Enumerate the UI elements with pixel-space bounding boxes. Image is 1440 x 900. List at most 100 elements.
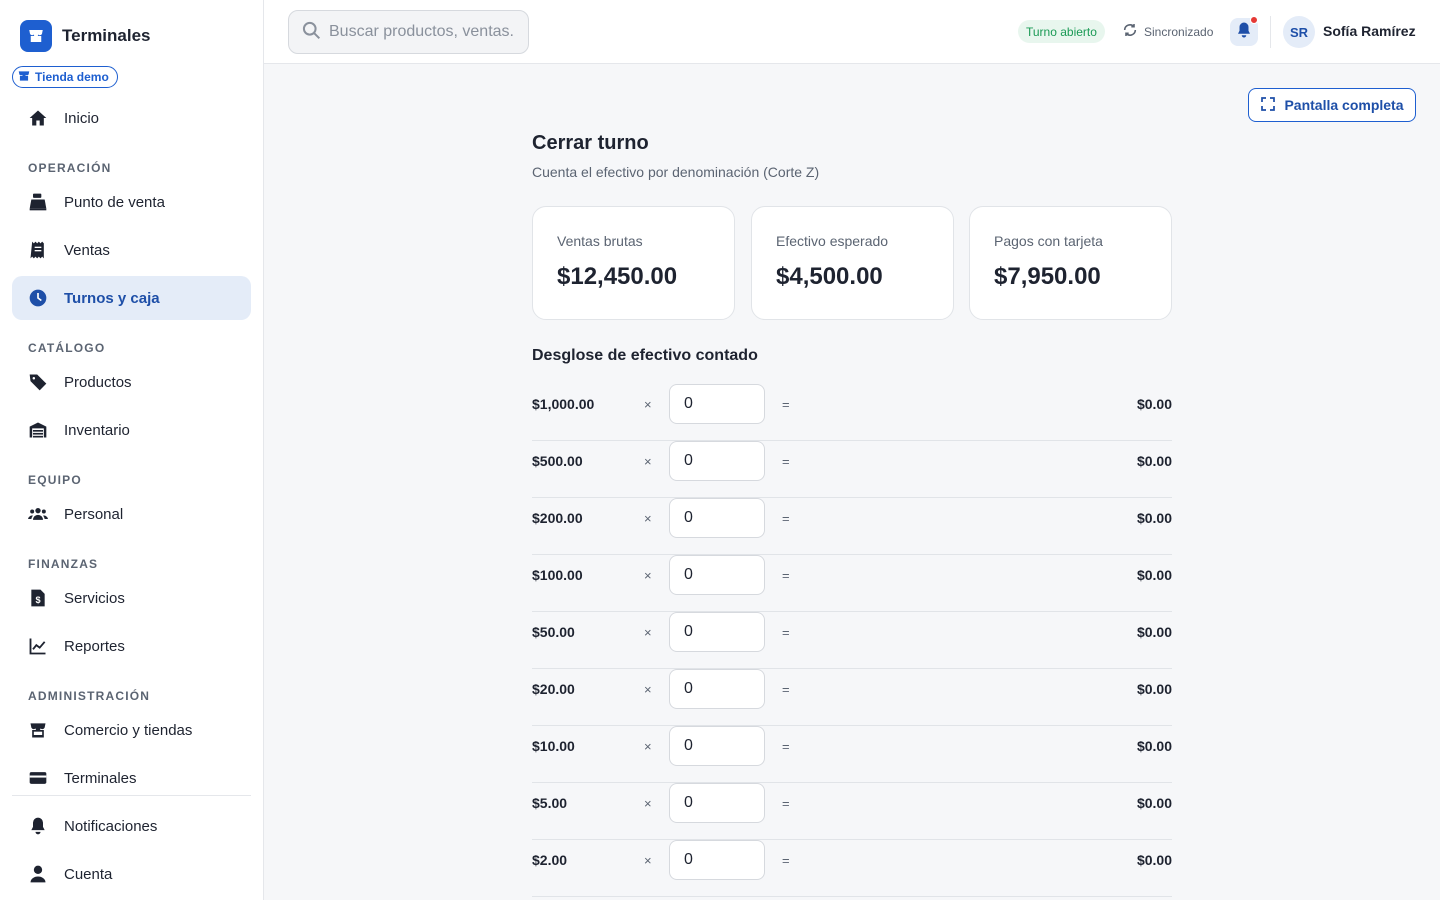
home-icon — [28, 108, 48, 128]
quantity-input[interactable] — [669, 384, 765, 424]
store-icon — [28, 720, 48, 740]
avatar[interactable]: SR — [1283, 16, 1315, 48]
sidebar-item-turnos-y-caja[interactable]: Turnos y caja — [12, 276, 251, 320]
equals-symbol: = — [782, 568, 790, 583]
times-symbol: × — [644, 511, 652, 526]
sidebar-item-comercio-y-tiendas[interactable]: Comercio y tiendas — [12, 708, 251, 752]
expand-icon — [1260, 96, 1276, 115]
sidebar-item-label: Inicio — [64, 109, 100, 127]
page-title: Cerrar turno — [532, 132, 649, 154]
store-badge[interactable]: Tienda demo — [12, 66, 118, 88]
denomination-row: $20.00 × = $0.00 — [532, 669, 1172, 726]
users-icon — [28, 504, 48, 524]
equals-symbol: = — [782, 625, 790, 640]
quantity-input[interactable] — [669, 783, 765, 823]
sidebar-item-label: Turnos y caja — [64, 289, 160, 307]
sidebar-item-label: Cuenta — [64, 865, 113, 883]
user-name[interactable]: Sofía Ramírez — [1323, 23, 1416, 39]
quantity-input[interactable] — [669, 726, 765, 766]
breakdown-title: Desglose de efectivo contado — [532, 347, 758, 364]
header-divider — [1270, 16, 1271, 48]
nav-section-catalogo: CATÁLOGO — [28, 341, 106, 355]
line-chart-icon — [28, 636, 48, 656]
times-symbol: × — [644, 796, 652, 811]
denomination-row: $1,000.00 × = $0.00 — [532, 384, 1172, 441]
tag-icon — [28, 372, 48, 392]
sidebar-item-label: Comercio y tiendas — [64, 721, 193, 739]
fullscreen-button[interactable]: Pantalla completa — [1248, 88, 1416, 122]
denomination-subtotal: $0.00 — [1136, 852, 1172, 868]
stat-card-card-payments: Pagos con tarjeta $7,950.00 — [969, 206, 1172, 320]
store-name: Tienda demo — [35, 70, 109, 84]
notifications-button[interactable] — [1230, 16, 1258, 46]
sync-icon — [1122, 22, 1138, 41]
brand-name: Terminales — [62, 26, 151, 45]
stat-value: $12,450.00 — [557, 263, 678, 290]
stat-label: Efectivo esperado — [776, 233, 889, 249]
sidebar-item-servicios[interactable]: $ Servicios — [12, 576, 251, 620]
sidebar-item-ventas[interactable]: Ventas — [12, 228, 251, 272]
sidebar-item-inventario[interactable]: Inventario — [12, 408, 251, 452]
denomination-row: $2.00 × = $0.00 — [532, 840, 1172, 897]
fullscreen-label: Pantalla completa — [1284, 97, 1404, 113]
denomination-subtotal: $0.00 — [1136, 795, 1172, 811]
times-symbol: × — [644, 853, 652, 868]
quantity-input[interactable] — [669, 669, 765, 709]
times-symbol: × — [644, 397, 652, 412]
sidebar-item-reportes[interactable]: Reportes — [12, 624, 251, 668]
times-symbol: × — [644, 454, 652, 469]
sidebar-item-punto-de-venta[interactable]: Punto de venta — [12, 180, 251, 224]
brand[interactable]: Terminales — [20, 20, 151, 52]
sidebar-item-label: Reportes — [64, 637, 125, 655]
sidebar-item-label: Notificaciones — [64, 817, 158, 835]
bell-icon — [1235, 21, 1253, 44]
equals-symbol: = — [782, 454, 790, 469]
quantity-input[interactable] — [669, 840, 765, 880]
stat-value: $7,950.00 — [994, 263, 1101, 290]
notification-dot — [1250, 16, 1258, 24]
denomination-label: $20.00 — [532, 681, 575, 697]
denomination-label: $200.00 — [532, 510, 583, 526]
denomination-subtotal: $0.00 — [1136, 681, 1172, 697]
nav-section-administracion: ADMINISTRACIÓN — [28, 689, 151, 703]
equals-symbol: = — [782, 511, 790, 526]
denomination-subtotal: $0.00 — [1136, 738, 1172, 754]
quantity-input[interactable] — [669, 555, 765, 595]
nav-divider — [12, 795, 251, 796]
store-logo-icon — [20, 20, 52, 52]
times-symbol: × — [644, 682, 652, 697]
denomination-subtotal: $0.00 — [1136, 396, 1172, 412]
credit-card-icon — [28, 768, 48, 788]
sidebar-item-label: Punto de venta — [64, 193, 165, 211]
sidebar-item-label: Servicios — [64, 589, 125, 607]
top-bar: Turno abierto Sincronizado SR Sofía Ramí… — [264, 0, 1440, 64]
nav-section-finanzas: FINANZAS — [28, 557, 99, 571]
quantity-input[interactable] — [669, 498, 765, 538]
quantity-input[interactable] — [669, 612, 765, 652]
sidebar-item-terminales[interactable]: Terminales — [12, 756, 251, 800]
quantity-input[interactable] — [669, 441, 765, 481]
denomination-label: $500.00 — [532, 453, 583, 469]
sidebar-item-inicio[interactable]: Inicio — [12, 96, 251, 140]
denomination-label: $5.00 — [532, 795, 568, 811]
sidebar-item-productos[interactable]: Productos — [12, 360, 251, 404]
invoice-dollar-icon: $ — [28, 588, 48, 608]
search-box[interactable] — [288, 10, 529, 54]
equals-symbol: = — [782, 853, 790, 868]
denomination-row: $50.00 × = $0.00 — [532, 612, 1172, 669]
denomination-label: $10.00 — [532, 738, 575, 754]
sidebar-item-label: Productos — [64, 373, 132, 391]
equals-symbol: = — [782, 397, 790, 412]
stat-card-gross-sales: Ventas brutas $12,450.00 — [532, 206, 735, 320]
sidebar-item-personal[interactable]: Personal — [12, 492, 251, 536]
stat-label: Ventas brutas — [557, 233, 643, 249]
sidebar-item-notificaciones[interactable]: Notificaciones — [12, 804, 251, 848]
bell-icon — [28, 816, 48, 836]
sidebar-item-label: Personal — [64, 505, 124, 523]
sidebar-item-cuenta[interactable]: Cuenta — [12, 852, 251, 896]
search-icon — [301, 20, 321, 45]
search-input[interactable] — [329, 23, 515, 41]
nav-section-operacion: OPERACIÓN — [28, 161, 112, 175]
sidebar-item-label: Ventas — [64, 241, 110, 259]
sidebar-item-label: Terminales — [64, 769, 137, 787]
